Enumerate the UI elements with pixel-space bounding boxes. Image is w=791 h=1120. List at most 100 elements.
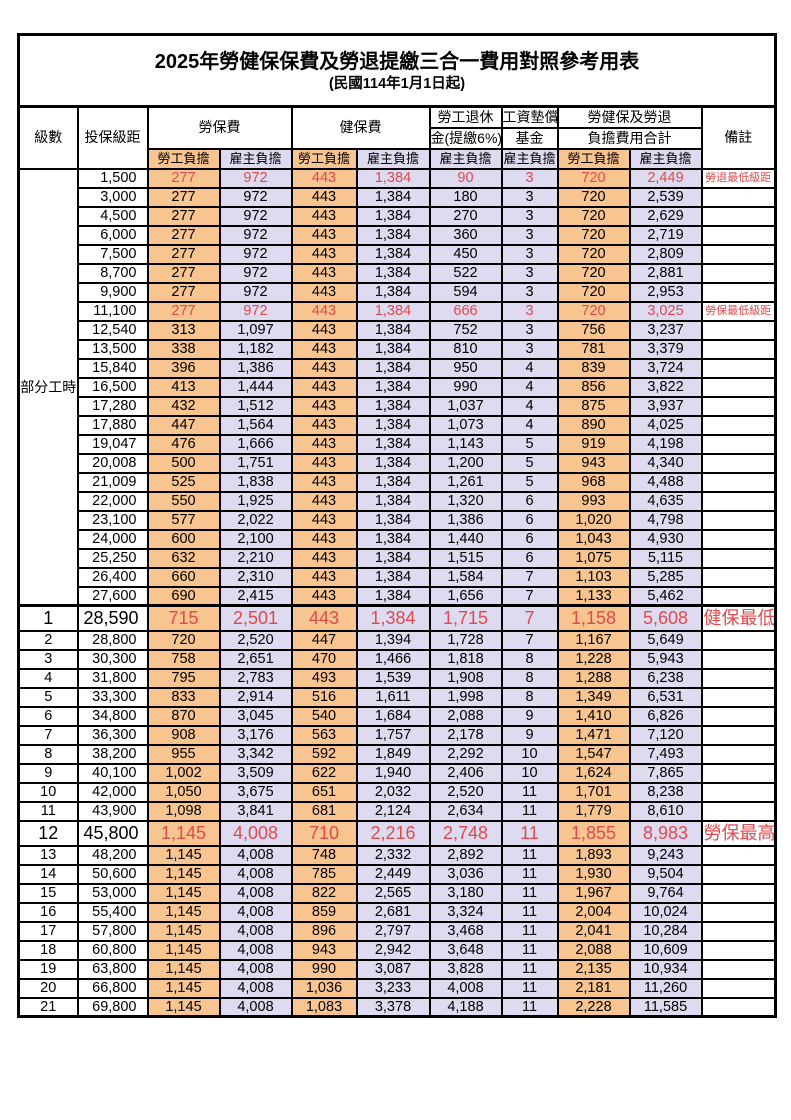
cell-health_employee: 651 xyxy=(290,781,358,803)
cell-pension_employer: 1,908 xyxy=(428,667,503,689)
header-row-3: 勞工負擔 雇主負擔 勞工負擔 雇主負擔 雇主負擔 雇主負擔 勞工負擔 雇主負擔 xyxy=(19,147,776,170)
cell-wage_fund_employer: 7 xyxy=(500,585,559,607)
cell-remark xyxy=(700,844,777,866)
cell-wage_fund_employer: 11 xyxy=(500,844,559,866)
cell-health_employer: 1,384 xyxy=(355,300,431,322)
cell-total_employer: 10,609 xyxy=(628,939,703,961)
cell-remark xyxy=(700,629,777,651)
cell-health_employer: 2,124 xyxy=(355,800,431,822)
table-row: 23,100 577 2,022 443 1,384 1,386 6 1,020 4,798 xyxy=(19,509,777,531)
cell-total_employer: 3,025 xyxy=(628,300,703,322)
cell-labor_employer: 972 xyxy=(218,243,293,265)
cell-total_employee: 756 xyxy=(556,319,631,341)
table-row: 13 48,200 1,145 4,008 748 2,332 2,892 11 1,893 9,… xyxy=(17,844,777,866)
cell-remark xyxy=(700,724,777,746)
cell-labor_employee: 277 xyxy=(146,281,221,303)
cell-health_employer: 1,384 xyxy=(355,395,431,417)
cell-labor_employer: 1,925 xyxy=(218,490,293,512)
cell-health_employer: 2,565 xyxy=(355,882,431,904)
title-cell: 2025年勞健保保費及勞退提繳三合一費用對照參考用表 (民國114年1月1日起) xyxy=(17,33,777,108)
cell-health_employer: 1,384 xyxy=(355,205,431,227)
cell-pension_employer: 3,036 xyxy=(428,863,503,885)
cell-health_employee: 1,036 xyxy=(290,977,358,999)
cell-labor_employer: 4,008 xyxy=(218,977,293,999)
cell-pension_employer: 1,584 xyxy=(428,566,503,588)
cell-total_employer: 3,379 xyxy=(628,338,703,360)
cell-total_employer: 10,024 xyxy=(628,901,703,923)
cell-health_employer: 1,684 xyxy=(355,705,431,727)
table-row: 12,540 313 1,097 443 1,384 752 3 756 3,237 xyxy=(19,319,777,341)
cell-total_employee: 2,135 xyxy=(556,958,631,980)
cell-bracket: 20,008 xyxy=(76,452,149,474)
cell-remark xyxy=(700,414,777,436)
cell-wage_fund_employer: 3 xyxy=(500,243,559,265)
cell-labor_employee: 500 xyxy=(146,452,221,474)
cell-health_employer: 1,849 xyxy=(355,743,431,765)
cell-total_employee: 720 xyxy=(556,281,631,303)
cell-total_employee: 1,471 xyxy=(556,724,631,746)
cell-bracket: 60,800 xyxy=(76,939,149,961)
cell-total_employee: 1,133 xyxy=(556,585,631,607)
cell-pension_employer: 990 xyxy=(428,376,503,398)
cell-health_employee: 443 xyxy=(290,585,358,607)
cell-total_employee: 1,855 xyxy=(556,819,631,847)
cell-labor_employer: 3,176 xyxy=(218,724,293,746)
cell-health_employee: 592 xyxy=(290,743,358,765)
cell-health_employee: 1,083 xyxy=(290,996,358,1018)
cell-labor_employee: 1,145 xyxy=(146,958,221,980)
cell-labor_employee: 1,145 xyxy=(146,819,221,847)
cell-total_employee: 1,547 xyxy=(556,743,631,765)
header-level: 級數 xyxy=(17,105,79,170)
cell-health_employee: 748 xyxy=(290,844,358,866)
cell-total_employee: 720 xyxy=(556,167,631,189)
cell-level: 17 xyxy=(17,920,79,942)
cell-labor_employee: 525 xyxy=(146,471,221,493)
cell-labor_employee: 1,002 xyxy=(146,762,221,784)
cell-total_employee: 1,158 xyxy=(556,604,631,632)
cell-labor_employee: 1,145 xyxy=(146,977,221,999)
cell-labor_employee: 955 xyxy=(146,743,221,765)
cell-health_employee: 443 xyxy=(290,262,358,284)
cell-level: 19 xyxy=(17,958,79,980)
cell-level: 11 xyxy=(17,800,79,822)
header-total-line1: 勞健保及勞退 xyxy=(556,105,703,129)
table-row: 9 40,100 1,002 3,509 622 1,940 2,406 10 1,624 7,8… xyxy=(17,762,777,784)
table-row: 26,400 660 2,310 443 1,384 1,584 7 1,103 5,285 xyxy=(19,566,777,588)
cell-health_employee: 443 xyxy=(290,319,358,341)
cell-remark xyxy=(700,452,777,474)
cell-remark xyxy=(700,243,777,265)
cell-total_employer: 8,238 xyxy=(628,781,703,803)
cell-labor_employee: 632 xyxy=(146,547,221,569)
cell-remark xyxy=(700,686,777,708)
cell-total_employee: 1,349 xyxy=(556,686,631,708)
cell-health_employee: 681 xyxy=(290,800,358,822)
table-row: 14 50,600 1,145 4,008 785 2,449 3,036 11 1,930 9,… xyxy=(17,863,777,885)
cell-pension_employer: 1,818 xyxy=(428,648,503,670)
cell-wage_fund_employer: 4 xyxy=(500,357,559,379)
cell-labor_employee: 476 xyxy=(146,433,221,455)
cell-total_employee: 1,893 xyxy=(556,844,631,866)
cell-wage_fund_employer: 5 xyxy=(500,452,559,474)
cell-total_employer: 2,539 xyxy=(628,186,703,208)
cell-labor_employee: 1,145 xyxy=(146,920,221,942)
cell-pension_employer: 2,634 xyxy=(428,800,503,822)
cell-remark xyxy=(700,338,777,360)
cell-level: 2 xyxy=(17,629,79,651)
cell-health_employer: 1,384 xyxy=(355,186,431,208)
cell-total_employer: 11,260 xyxy=(628,977,703,999)
cell-health_employee: 443 xyxy=(290,395,358,417)
cell-remark xyxy=(700,781,777,803)
cell-health_employer: 1,384 xyxy=(355,243,431,265)
cell-total_employer: 11,585 xyxy=(628,996,703,1018)
cell-bracket: 40,100 xyxy=(76,762,149,784)
cell-health_employer: 2,449 xyxy=(355,863,431,885)
cell-remark xyxy=(700,186,777,208)
cell-health_employee: 443 xyxy=(290,224,358,246)
cell-total_employee: 720 xyxy=(556,243,631,265)
cell-remark: 勞保最高級距 xyxy=(700,819,777,847)
cell-health_employer: 1,384 xyxy=(355,319,431,341)
cell-labor_employer: 972 xyxy=(218,167,293,189)
cell-total_employee: 1,043 xyxy=(556,528,631,550)
cell-total_employee: 968 xyxy=(556,471,631,493)
header-wage-fund-line1: 工資墊償 xyxy=(500,105,559,129)
